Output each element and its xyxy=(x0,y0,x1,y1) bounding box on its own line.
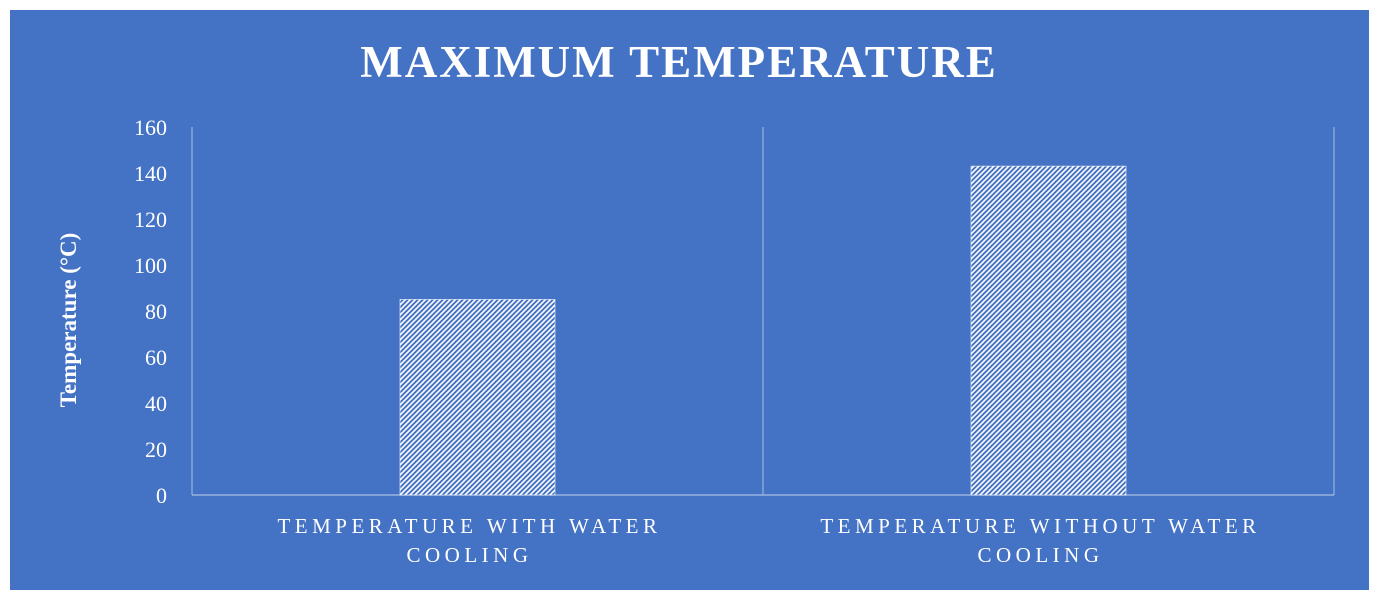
bar-chart: MAXIMUM TEMPERATURE Temperature (°C) 0 20… xyxy=(10,10,1369,590)
y-tick-label: 0 xyxy=(156,483,167,508)
y-tick-label: 60 xyxy=(145,345,167,370)
y-tick-label: 40 xyxy=(145,391,167,416)
y-tick-labels: 0 20 40 60 80 100 120 140 160 xyxy=(134,115,167,508)
bar xyxy=(399,299,556,496)
y-tick-label: 140 xyxy=(134,161,167,186)
y-tick-label: 120 xyxy=(134,207,167,232)
y-tick-label: 100 xyxy=(134,253,167,278)
x-tick-label: TEMPERATURE WITHOUT WATER COOLING xyxy=(820,514,1260,567)
chart-title: MAXIMUM TEMPERATURE xyxy=(360,37,998,87)
y-axis-label: Temperature (°C) xyxy=(56,233,81,408)
y-tick-label: 20 xyxy=(145,437,167,462)
bars xyxy=(399,165,1127,496)
axes xyxy=(191,127,1335,496)
x-tick-label: TEMPERATURE WITH WATER COOLING xyxy=(277,514,661,567)
x-tick-label-line: COOLING xyxy=(407,543,533,567)
y-tick-label: 160 xyxy=(134,115,167,140)
chart-container: MAXIMUM TEMPERATURE Temperature (°C) 0 20… xyxy=(10,10,1369,590)
x-tick-label-line: COOLING xyxy=(978,543,1104,567)
bar xyxy=(970,165,1127,496)
x-tick-labels: TEMPERATURE WITH WATERCOOLINGTEMPERATURE… xyxy=(277,514,1260,567)
x-tick-label-line: TEMPERATURE WITH WATER xyxy=(277,514,661,538)
y-tick-label: 80 xyxy=(145,299,167,324)
chart-background xyxy=(10,10,1369,590)
x-tick-label-line: TEMPERATURE WITHOUT WATER xyxy=(820,514,1260,538)
